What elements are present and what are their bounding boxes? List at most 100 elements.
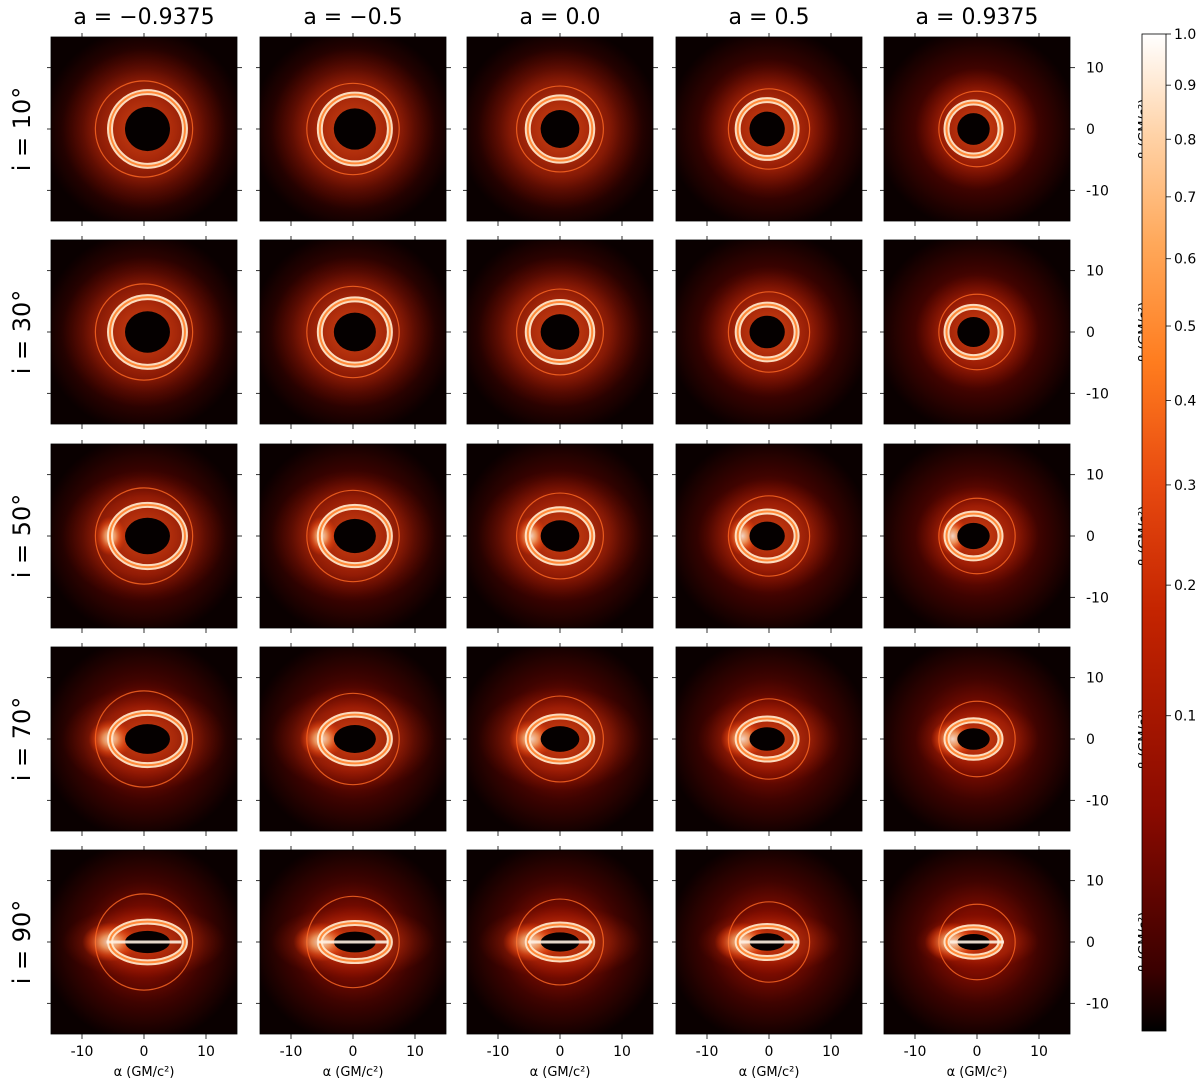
shadow — [333, 108, 376, 150]
equatorial-line — [106, 940, 182, 944]
panel-a2-i3 — [463, 643, 658, 836]
photon-ring-edge — [736, 717, 798, 761]
shadow — [957, 728, 990, 750]
shadow — [540, 110, 580, 148]
colorbar-tick-label: 0.3 — [1174, 478, 1196, 494]
row-title: i = 50° — [8, 494, 36, 579]
shadow — [540, 520, 580, 552]
y-tick-label: -10 — [1086, 590, 1109, 606]
photon-ring-edge — [736, 303, 798, 361]
shadow — [749, 315, 785, 349]
photon-ring-edge — [109, 503, 186, 569]
row-title: i = 70° — [8, 697, 36, 782]
panel-a3-i3 — [672, 643, 867, 836]
outer-ring — [727, 88, 811, 170]
panel-a0-i3 — [47, 643, 242, 836]
panel-a4-i1: 100-10β (GM/c²) — [880, 236, 1152, 429]
panel-a1-i4: -10 0 10 α (GM/c²) — [256, 846, 451, 1080]
shadow — [957, 522, 990, 550]
photon-ring-edge — [318, 93, 391, 165]
y-tick-label: -10 — [1086, 996, 1109, 1012]
equatorial-line — [739, 940, 799, 944]
doppler-blob — [930, 719, 975, 759]
colorbar-tick-label: 0.8 — [1174, 132, 1196, 148]
row-titles: i = 10° i = 30° i = 50° i = 70° i = 90° — [8, 87, 36, 985]
x-axis-label: α (GM/c²) — [114, 1065, 175, 1080]
shadow — [540, 314, 580, 350]
equatorial-line — [949, 940, 1005, 944]
panel-a1-i1 — [256, 236, 451, 429]
outer-ring — [938, 293, 1016, 371]
shadow — [957, 317, 990, 347]
column-titles: a = −0.9375 a = −0.5 a = 0.0 a = 0.5 a = 0.9… — [73, 5, 1038, 30]
photon-ring-edge — [945, 101, 1002, 157]
photon-ring-edge — [318, 298, 391, 366]
panel-a4-i3: 100-10β (GM/c²) — [880, 643, 1152, 836]
row-title: i = 90° — [8, 900, 36, 985]
panel-a1-i0 — [256, 33, 451, 226]
x-tick-label: -10 — [696, 1044, 719, 1060]
panel-grid: -10 0 10 α (GM/c²) -10 0 10 α (GM/c²) -10 0 10 α (G… — [47, 33, 1152, 1080]
x-tick-label: 10 — [613, 1044, 631, 1060]
outer-ring — [515, 85, 604, 173]
panel-a4-i2: 100-10β (GM/c²) — [880, 440, 1152, 633]
panel-a3-i0 — [672, 33, 867, 226]
photon-ring-edge — [945, 719, 1002, 759]
colorbar: 1.0 0.9 0.8 0.7 0.6 0.5 0.4 0.3 0.2 0.1 — [1141, 27, 1196, 1032]
y-tick-label: -10 — [1086, 183, 1109, 199]
x-axis-label: α (GM/c²) — [947, 1065, 1008, 1080]
doppler-blob — [937, 516, 969, 556]
panel-a3-i2 — [672, 440, 867, 633]
shadow — [749, 521, 785, 551]
y-tick-label: 0 — [1086, 732, 1095, 748]
shadow — [125, 106, 170, 152]
colorbar-tick-label: 0.6 — [1174, 252, 1196, 268]
y-tick-label: 10 — [1086, 468, 1104, 484]
panel-a0-i1 — [47, 236, 242, 429]
outer-ring — [306, 82, 400, 176]
x-tick-label: 10 — [1030, 1044, 1048, 1060]
x-tick-label: -10 — [904, 1044, 927, 1060]
colorbar-tick-label: 0.9 — [1174, 78, 1196, 94]
photon-ring-edge — [945, 305, 1002, 359]
equatorial-line — [527, 940, 593, 944]
panel-a2-i1 — [463, 236, 658, 429]
outer-ring — [94, 283, 194, 381]
photon-ring-edge — [526, 96, 594, 162]
x-tick-label: -10 — [71, 1044, 94, 1060]
doppler-blob — [726, 516, 758, 556]
colorbar-tick-label: 0.4 — [1174, 393, 1196, 409]
doppler-blob — [509, 719, 553, 759]
x-tick-label: -10 — [487, 1044, 510, 1060]
outer-ring — [94, 80, 194, 178]
photon-ring-edge — [109, 296, 186, 368]
colorbar-tick-label: 0.7 — [1174, 190, 1196, 206]
panel-a3-i4: -10 0 10 α (GM/c²) — [672, 846, 867, 1080]
photon-ring-edge — [945, 512, 1002, 560]
shadow — [125, 311, 170, 353]
y-tick-label: 10 — [1086, 61, 1104, 77]
shadow — [957, 113, 990, 145]
y-tick-label: 0 — [1086, 122, 1095, 138]
outer-ring — [727, 291, 811, 373]
photon-ring-edge — [318, 713, 391, 765]
panel-a2-i2 — [463, 440, 658, 633]
x-axis-label: α (GM/c²) — [739, 1065, 800, 1080]
shadow — [749, 111, 785, 147]
panel-a0-i2 — [47, 440, 242, 633]
x-tick-label: 10 — [406, 1044, 424, 1060]
x-tick-label: -10 — [280, 1044, 303, 1060]
y-tick-label: -10 — [1086, 386, 1109, 402]
row-title: i = 30° — [8, 290, 36, 375]
photon-ring-edge — [318, 505, 391, 567]
x-axis-label: α (GM/c²) — [323, 1065, 384, 1080]
colorbar-tick-label: 0.5 — [1174, 319, 1196, 335]
equatorial-line — [317, 940, 389, 944]
photon-ring-edge — [526, 508, 594, 564]
photon-ring-edge — [526, 301, 594, 363]
shadow — [333, 725, 376, 753]
doppler-blob — [515, 516, 547, 556]
shadow — [333, 518, 376, 554]
panel-a2-i4: -10 0 10 α (GM/c²) — [463, 846, 658, 1080]
